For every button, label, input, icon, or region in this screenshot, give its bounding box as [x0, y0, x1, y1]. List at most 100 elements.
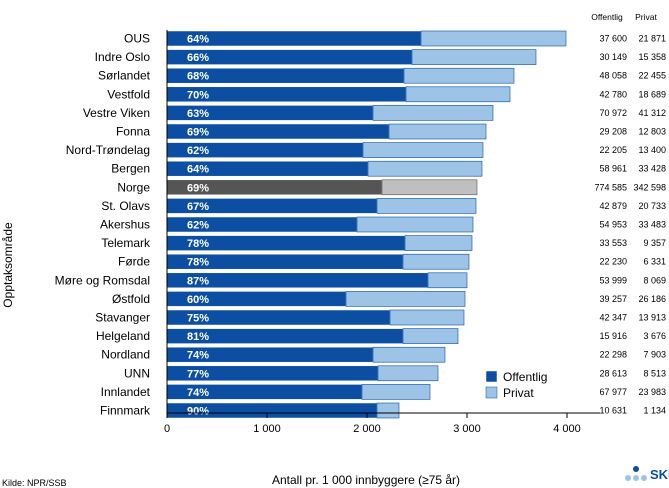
bar-privat-telemark	[404, 235, 473, 251]
table-offentlig-ostfold: 39 257	[599, 294, 627, 304]
x-tick-label-1000: 1 000	[253, 423, 281, 435]
bar-privat-ous	[420, 30, 567, 47]
table-privat-nord-trondelag: 13 400	[638, 145, 666, 155]
table-offentlig-helgeland: 15 916	[599, 331, 627, 341]
bar-privat-nordland	[372, 346, 446, 363]
bar-privat-st-olavs	[376, 198, 477, 214]
share-label-fonna: 69%	[187, 127, 209, 139]
share-label-indre-oslo: 66%	[187, 52, 209, 64]
bar-privat-more-og-romsdal	[427, 272, 468, 289]
table-header-offentlig: Offentlig	[591, 12, 623, 22]
logo-dot-left	[625, 475, 631, 481]
table-privat-finnmark: 1 134	[643, 406, 666, 416]
legend-label-offentlig: Offentlig	[503, 370, 547, 384]
table-offentlig-fonna: 29 208	[599, 127, 627, 137]
table-offentlig-innlandet: 67 977	[599, 387, 627, 397]
table-offentlig-nordland: 22 298	[599, 350, 627, 360]
category-label-akershus: Akershus	[100, 218, 150, 232]
table-header-privat: Privat	[635, 12, 657, 22]
category-label-nordland: Nordland	[101, 348, 150, 362]
table-offentlig-unn: 28 613	[599, 368, 627, 378]
share-label-helgeland: 81%	[187, 331, 209, 343]
bar-privat-ostfold	[345, 291, 466, 307]
table-offentlig-ous: 37 600	[599, 34, 627, 44]
table-offentlig-vestre-viken: 70 972	[599, 108, 627, 118]
share-label-unn: 77%	[187, 368, 209, 380]
table-offentlig-finnmark: 10 631	[599, 406, 627, 416]
share-label-ous: 64%	[187, 34, 209, 46]
category-label-fonna: Fonna	[116, 125, 150, 139]
table-offentlig-forde: 22 230	[599, 257, 627, 267]
table-privat-more-og-romsdal: 8 069	[643, 275, 666, 285]
table-offentlig-norge: 774 585	[594, 182, 627, 192]
share-label-nord-trondelag: 62%	[187, 145, 209, 157]
y-axis-title: Opptaksområde	[1, 222, 15, 308]
share-label-bergen: 64%	[187, 164, 209, 176]
share-label-more-og-romsdal: 87%	[187, 275, 209, 287]
table-privat-stavanger: 13 913	[638, 313, 666, 323]
bar-privat-akershus	[356, 216, 474, 233]
table-privat-forde: 6 331	[643, 257, 666, 267]
bar-privat-unn	[377, 365, 439, 382]
x-tick-label-4000: 4 000	[553, 423, 581, 435]
share-label-st-olavs: 67%	[187, 201, 209, 213]
share-label-vestfold: 70%	[187, 89, 209, 101]
share-label-finnmark: 90%	[187, 406, 209, 418]
x-tick-label-3000: 3 000	[453, 423, 481, 435]
category-label-nord-trondelag: Nord-Trøndelag	[66, 143, 150, 157]
share-label-nordland: 74%	[187, 350, 209, 362]
table-privat-ostfold: 26 186	[638, 294, 666, 304]
category-label-innlandet: Innlandet	[101, 385, 151, 399]
category-label-more-og-romsdal: Møre og Romsdal	[55, 273, 150, 287]
bar-privat-helgeland	[402, 328, 459, 344]
table-privat-helgeland: 3 676	[643, 331, 666, 341]
category-label-sorlandet: Sørlandet	[98, 69, 151, 83]
bar-privat-stavanger	[389, 309, 465, 326]
table-offentlig-nord-trondelag: 22 205	[599, 145, 627, 155]
legend-swatch-privat	[485, 386, 498, 399]
category-label-vestre-viken: Vestre Viken	[83, 106, 150, 120]
category-label-helgeland: Helgeland	[96, 329, 150, 343]
category-label-st-olavs: St. Olavs	[101, 199, 150, 213]
table-privat-unn: 8 513	[643, 368, 666, 378]
x-axis-title: Antall pr. 1 000 innbyggere (≥75 år)	[272, 473, 460, 487]
table-offentlig-sorlandet: 48 058	[599, 71, 627, 81]
table-privat-st-olavs: 20 733	[638, 201, 666, 211]
share-label-innlandet: 74%	[187, 387, 209, 399]
table-privat-nordland: 7 903	[643, 350, 666, 360]
logo-dot-mid	[633, 475, 639, 481]
x-tick-label-2000: 2 000	[353, 423, 381, 435]
table-privat-sorlandet: 22 455	[638, 71, 666, 81]
bar-privat-vestfold	[405, 86, 511, 103]
logo-text: SKDE	[650, 467, 669, 482]
table-privat-norge: 342 598	[633, 182, 666, 192]
share-label-sorlandet: 68%	[187, 71, 209, 83]
category-label-forde: Førde	[118, 255, 150, 269]
share-label-ostfold: 60%	[187, 294, 209, 306]
table-offentlig-st-olavs: 42 879	[599, 201, 627, 211]
bar-privat-forde	[402, 253, 470, 270]
logo-dot-top	[633, 466, 639, 472]
bar-privat-bergen	[367, 160, 483, 177]
category-label-ous: OUS	[124, 32, 150, 46]
bar-privat-nord-trondelag	[362, 142, 484, 158]
share-label-stavanger: 75%	[187, 313, 209, 325]
category-label-finnmark: Finnmark	[100, 404, 151, 418]
table-privat-ous: 21 871	[638, 34, 666, 44]
bar-privat-fonna	[388, 123, 487, 140]
bar-privat-norge	[381, 179, 478, 196]
legend-label-privat: Privat	[503, 386, 534, 400]
table-privat-vestfold: 18 689	[638, 89, 666, 99]
share-label-telemark: 78%	[187, 238, 209, 250]
table-privat-akershus: 33 483	[638, 220, 666, 230]
category-label-bergen: Bergen	[111, 162, 150, 176]
bar-privat-vestre-viken	[372, 105, 494, 121]
category-label-unn: UNN	[124, 366, 150, 380]
share-label-forde: 78%	[187, 257, 209, 269]
bar-privat-sorlandet	[403, 67, 515, 84]
category-label-indre-oslo: Indre Oslo	[95, 50, 151, 64]
bar-privat-indre-oslo	[411, 49, 537, 65]
table-offentlig-vestfold: 42 780	[599, 89, 627, 99]
category-label-norge: Norge	[117, 180, 150, 194]
